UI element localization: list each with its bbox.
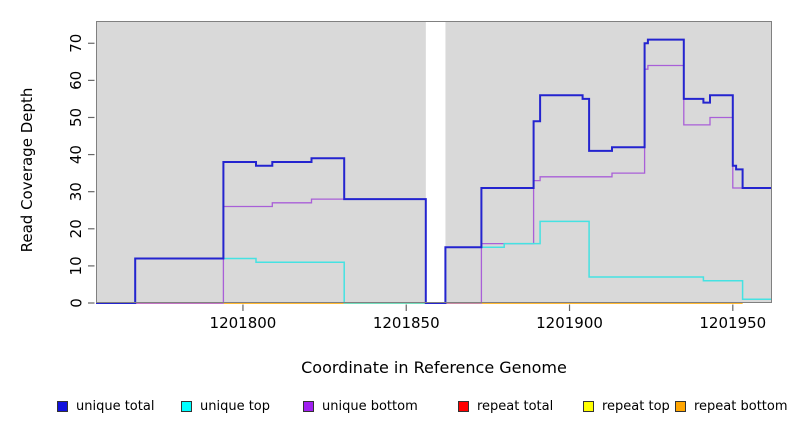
y-tick-label: 10 [67, 256, 85, 275]
y-tick-label: 0 [67, 298, 85, 308]
x-tick-label: 1201800 [210, 314, 277, 332]
coverage-gap [425, 21, 446, 303]
y-tick-label: 50 [67, 108, 85, 127]
x-axis-title: Coordinate in Reference Genome [301, 358, 567, 377]
y-tick-label: 30 [67, 182, 85, 201]
x-tick-label: 1201900 [536, 314, 603, 332]
y-tick-label: 60 [67, 71, 85, 90]
y-tick-label: 20 [67, 219, 85, 238]
series-line-unique-bottom [96, 64, 772, 304]
series-line-unique-top [96, 220, 772, 304]
series-line-unique-total [96, 38, 772, 304]
x-tick-label: 1201950 [699, 314, 766, 332]
x-tick-label: 1201850 [373, 314, 440, 332]
y-tick-label: 40 [67, 145, 85, 164]
y-tick-label: 70 [67, 34, 85, 53]
y-axis-title: Read Coverage Depth [18, 87, 36, 253]
plot-border [96, 21, 772, 303]
